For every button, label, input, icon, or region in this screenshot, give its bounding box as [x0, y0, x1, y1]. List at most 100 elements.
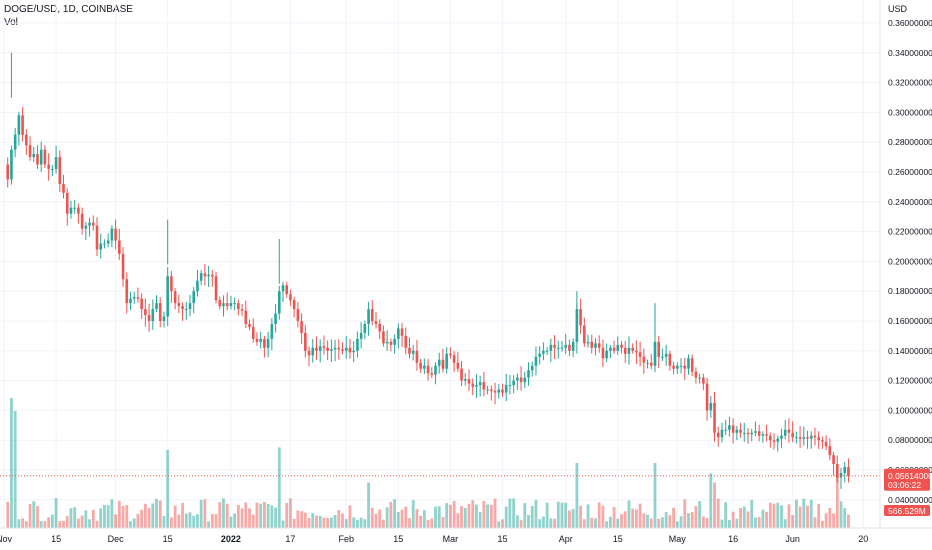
candle-body: [486, 389, 489, 391]
candle-body: [263, 338, 266, 348]
candle-body: [356, 338, 359, 351]
candle-body: [147, 315, 151, 321]
candle-body: [397, 328, 400, 339]
volume-bar: [303, 512, 307, 528]
volume-bar: [698, 501, 702, 528]
candle-body: [579, 309, 582, 326]
volume-bar: [322, 517, 326, 528]
volume-bar: [545, 502, 549, 528]
volume-bar: [337, 510, 341, 528]
volume-bar: [690, 512, 694, 528]
candle-body: [597, 343, 601, 348]
volume-bar: [251, 514, 255, 528]
volume-bar: [73, 507, 77, 528]
candle-body: [739, 429, 742, 433]
candle-body: [415, 350, 419, 363]
volume-bar: [776, 502, 780, 528]
candle-body: [761, 434, 765, 436]
candle-body: [769, 435, 772, 441]
price-axis[interactable]: USD 0.36000000 0.34000000 0.32000000 0.30000…: [879, 0, 932, 528]
volume-bar: [467, 503, 471, 528]
candle-body: [605, 350, 608, 359]
volume-bar: [352, 517, 356, 528]
price-tick-label: 0.28000000: [888, 137, 932, 147]
volume-bar: [155, 498, 158, 528]
candle-body: [39, 149, 43, 165]
candle-body: [664, 353, 668, 357]
candle-body: [166, 276, 169, 317]
volume-bar: [329, 517, 333, 528]
volume-bar: [300, 511, 303, 528]
volume-bar: [129, 521, 132, 528]
volume-bar: [434, 506, 437, 528]
candle-body: [649, 362, 653, 366]
volume-bar: [772, 503, 776, 528]
volume-bar: [103, 504, 106, 528]
candle-body: [724, 429, 727, 431]
candle-body: [114, 228, 117, 241]
volume-bar: [664, 512, 668, 528]
volume-bar: [713, 482, 716, 528]
candle-body: [668, 353, 672, 366]
candle-body: [382, 331, 385, 344]
volume-bar: [780, 505, 783, 528]
candle-body: [728, 425, 731, 430]
candle-body: [17, 115, 21, 135]
volume-bar: [668, 515, 672, 528]
volume-bar: [489, 504, 493, 528]
candle-body: [437, 359, 441, 366]
volume-bar: [672, 507, 675, 528]
volume-bar: [356, 519, 359, 528]
volume-bar: [69, 508, 73, 528]
candle-body: [493, 391, 497, 393]
volume-bar: [422, 510, 426, 528]
volume-bar: [757, 517, 761, 528]
volume-bar: [530, 505, 534, 528]
candle-body: [791, 432, 794, 438]
volume-bar: [203, 499, 207, 528]
price-tick-label: 0.20000000: [888, 256, 932, 266]
volume-bar: [62, 520, 65, 528]
candle-body: [556, 347, 560, 349]
volume-bar: [21, 518, 24, 528]
candle-body: [795, 437, 798, 439]
candle-body: [530, 365, 534, 371]
volume-bar: [24, 521, 28, 528]
volume-bar: [277, 447, 281, 528]
candle-body: [716, 432, 720, 438]
candle-body: [322, 346, 326, 348]
volume-bar: [80, 515, 84, 528]
volume-bar: [17, 519, 21, 528]
volume-bar: [527, 514, 530, 528]
volume-bar: [270, 505, 274, 528]
time-tick-label: 20: [858, 534, 868, 544]
candle-body: [318, 346, 322, 351]
volume-bar: [285, 503, 289, 528]
volume-bar: [192, 515, 196, 528]
volume-bar: [370, 507, 374, 528]
volume-bar: [315, 515, 318, 528]
volume-bar: [512, 498, 516, 528]
volume-bar: [839, 501, 843, 528]
candle-body: [519, 377, 523, 383]
time-tick-label: 15: [51, 534, 61, 544]
candle-body: [393, 338, 396, 345]
candle-body: [426, 365, 430, 374]
volume-bar: [121, 505, 125, 528]
volume-bar: [244, 502, 248, 528]
volume-bar: [597, 502, 601, 528]
candle-body: [460, 368, 463, 381]
candle-body: [419, 362, 422, 369]
candle-body: [456, 362, 460, 369]
volume-bar: [367, 482, 370, 528]
candle-body: [538, 353, 541, 357]
time-axis[interactable]: Nov 15 Dec 15 2022 17 Feb 15 Mar 15 Apr 15 May 16 Jun 2…: [0, 527, 932, 544]
candle-body: [471, 383, 475, 387]
candle-body: [173, 291, 177, 304]
volume-bar: [571, 508, 575, 528]
candle-body: [568, 344, 571, 351]
candle-body: [95, 225, 99, 250]
time-tick-label: Mar: [443, 534, 459, 544]
candle-body: [467, 379, 471, 384]
